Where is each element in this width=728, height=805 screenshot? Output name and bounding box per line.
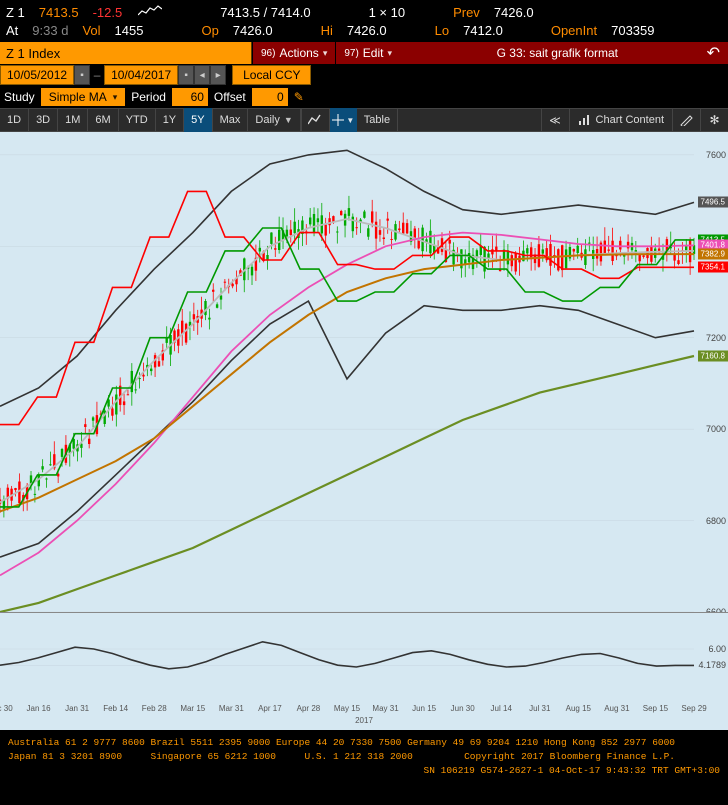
bid-ask: 7413.5 / 7414.0 [220, 4, 310, 22]
timeframe-6m[interactable]: 6M [88, 108, 118, 132]
open-value: 7426.0 [233, 22, 273, 40]
footer-line: Japan 81 3 3201 8900 Singapore 65 6212 1… [8, 750, 720, 764]
timeframe-ytd[interactable]: YTD [119, 108, 156, 132]
chevron-down-icon: ▾ [113, 92, 118, 103]
footer-line: SN 106219 G574-2627-1 04-Oct-17 9:43:32 … [8, 764, 720, 778]
vol-value: 1455 [115, 22, 144, 40]
high-label: Hi [321, 22, 333, 40]
date-from-input[interactable]: 10/05/2012 [0, 65, 74, 85]
timeframe-1y[interactable]: 1Y [156, 108, 184, 132]
chevron-down-icon: ▼ [346, 116, 354, 125]
study-label: Study [4, 90, 35, 104]
footer-line: Australia 61 2 9777 8600 Brazil 5511 239… [8, 736, 720, 750]
at-time: 9:33 d [32, 22, 68, 40]
timeframe-1d[interactable]: 1D [0, 108, 29, 132]
study-bar: Study Simple MA ▾ Period 60 Offset 0 ✎ [0, 86, 728, 108]
high-value: 7426.0 [347, 22, 387, 40]
chevron-down-icon: ▾ [323, 48, 328, 59]
gear-icon: ✻ [709, 113, 719, 127]
period-input[interactable]: 60 [172, 88, 208, 106]
prev-label: Prev [453, 4, 480, 22]
quote-header: Z 1 7413.5 -12.5 7413.5 / 7414.0 1 × 10 … [0, 0, 728, 42]
date-to-input[interactable]: 10/04/2017 [104, 65, 178, 85]
chart-content-button[interactable]: Chart Content [569, 108, 672, 132]
chart-icon [578, 114, 590, 126]
timeframe-1m[interactable]: 1M [58, 108, 88, 132]
study-select[interactable]: Simple MA ▾ [41, 88, 126, 106]
at-label: At [6, 22, 18, 40]
price-chart[interactable]: 6600680070007200740076007496.57413.57401… [0, 132, 728, 612]
edit-menu[interactable]: 97) Edit ▾ [335, 42, 400, 64]
date-prev-button[interactable]: ◂ [194, 65, 210, 85]
timeframe-5y[interactable]: 5Y [184, 108, 212, 132]
vol-label: Vol [82, 22, 100, 40]
timeframe-toolbar: 1D3D1M6MYTD1Y5YMax Daily ▼ ▼ Table ≪ Cha… [0, 108, 728, 132]
date-next-button[interactable]: ▸ [210, 65, 226, 85]
size: 1 × 10 [369, 4, 406, 22]
currency-toggle[interactable]: Local CCY [232, 65, 311, 85]
timeframe-3d[interactable]: 3D [29, 108, 58, 132]
openint-value: 703359 [611, 22, 654, 40]
period-label: Period [131, 90, 166, 104]
timeframe-max[interactable]: Max [213, 108, 249, 132]
openint-label: OpenInt [551, 22, 597, 40]
frequency-select[interactable]: Daily ▼ [248, 108, 300, 132]
sparkline-icon [138, 4, 162, 22]
annotate-button[interactable] [672, 108, 700, 132]
last-price: 7413.5 [39, 4, 79, 22]
status-text: G 33: sait grafik format [497, 46, 618, 60]
pencil-icon[interactable]: ✎ [294, 90, 304, 104]
offset-label: Offset [214, 90, 246, 104]
low-value: 7412.0 [463, 22, 503, 40]
price-change: -12.5 [93, 4, 123, 22]
low-label: Lo [435, 22, 449, 40]
indicator-chart[interactable]: 4.17896.00 [0, 612, 728, 702]
command-input[interactable]: Z 1 Index [0, 42, 252, 64]
chevron-down-icon: ▼ [284, 115, 293, 125]
open-label: Op [201, 22, 218, 40]
table-button[interactable]: Table [357, 108, 398, 132]
chart-type-button[interactable] [301, 108, 329, 132]
date-from-picker[interactable]: ▪ [74, 65, 90, 85]
back-arrow-icon[interactable]: ↶ [707, 43, 720, 63]
offset-input[interactable]: 0 [252, 88, 288, 106]
command-bar: Z 1 Index 96) Actions ▾ 97) Edit ▾ G 33:… [0, 42, 728, 64]
footer: Australia 61 2 9777 8600 Brazil 5511 239… [0, 730, 728, 784]
crosshair-button[interactable]: ▼ [329, 108, 357, 132]
settings-button[interactable]: ✻ [700, 108, 728, 132]
date-bar: 10/05/2012 ▪ – 10/04/2017 ▪ ◂ ▸ Local CC… [0, 64, 728, 86]
collapse-button[interactable]: ≪ [541, 108, 569, 132]
chart-area[interactable]: 6600680070007200740076007496.57413.57401… [0, 132, 728, 730]
x-axis: Dec 30Jan 16Jan 31Feb 14Feb 28Mar 15Mar … [0, 702, 728, 730]
chevron-down-icon: ▾ [387, 48, 392, 59]
ticker: Z 1 [6, 4, 25, 22]
date-to-picker[interactable]: ▪ [178, 65, 194, 85]
prev-value: 7426.0 [494, 4, 534, 22]
actions-menu[interactable]: 96) Actions ▾ [252, 42, 335, 64]
